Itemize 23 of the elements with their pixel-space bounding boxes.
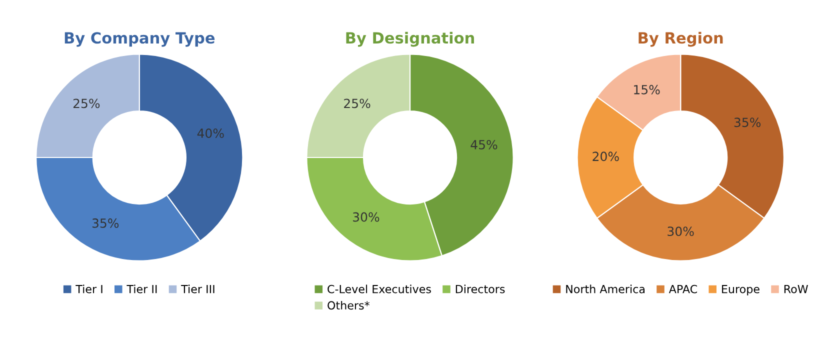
chart-title: By Region	[638, 32, 723, 47]
data-label: 35%	[734, 118, 761, 128]
legend-label: Tier III	[181, 284, 214, 294]
legend-label: Directors	[456, 284, 505, 294]
data-label: 30%	[668, 226, 694, 236]
data-label: 35%	[92, 218, 119, 228]
data-label: 15%	[634, 84, 660, 94]
data-label: 25%	[73, 98, 100, 108]
chart-title: By Company Type	[64, 32, 215, 47]
data-label: 30%	[353, 212, 380, 222]
legend-label: North America	[566, 284, 645, 294]
legend-label: RoW	[784, 285, 808, 294]
legend-label: C-Level Executives	[328, 284, 431, 294]
legend-label: APAC	[668, 284, 698, 294]
data-label: 25%	[344, 98, 370, 108]
data-label: 45%	[470, 140, 498, 150]
data-label: 20%	[592, 152, 619, 162]
legend-label: Tier I	[76, 284, 102, 294]
legend-label: Europe	[722, 285, 760, 296]
data-label: 40%	[197, 128, 224, 138]
chart-title: By Designation	[346, 32, 474, 47]
legend-label: Tier II	[126, 284, 157, 294]
legend-label: Others*	[328, 300, 370, 310]
